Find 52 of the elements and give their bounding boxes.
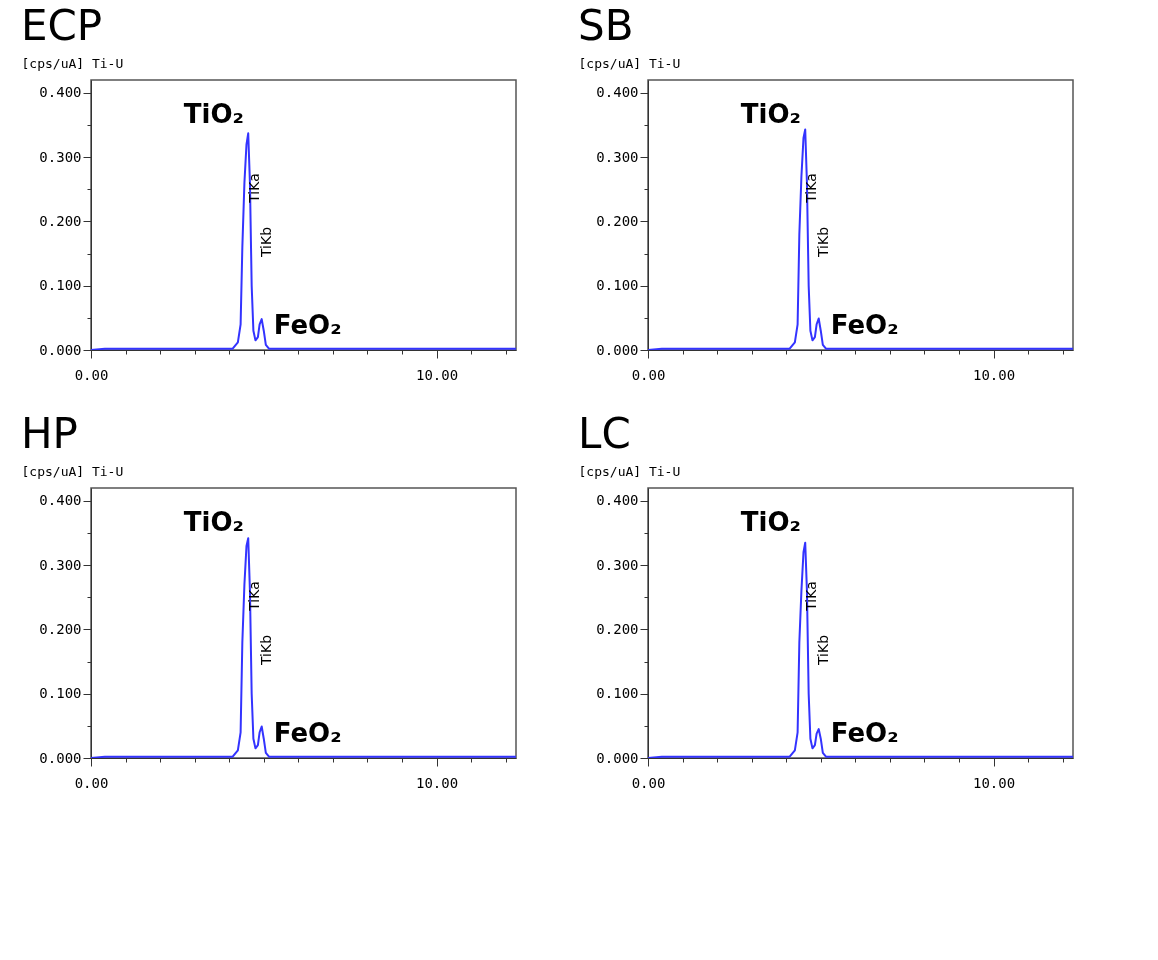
chart-title: LC: [578, 409, 631, 458]
y-tick-label: 0.300: [596, 148, 639, 165]
annotation: FeO₂: [273, 717, 342, 748]
chart-title: ECP: [21, 1, 103, 50]
y-tick-label: 0.000: [596, 749, 639, 766]
x-tick-label: 10.00: [972, 774, 1016, 791]
x-tick-label: 0.00: [74, 774, 109, 791]
annotation: TiKb: [258, 634, 275, 667]
y-tick-label: 0.200: [596, 620, 639, 637]
y-tick-label: 0.000: [596, 341, 639, 358]
annotation: TiO₂: [183, 99, 244, 130]
annotation: FeO₂: [830, 309, 899, 340]
y-axis-title: [cps/uA] Ti-U: [21, 55, 124, 71]
y-tick-label: 0.000: [39, 341, 82, 358]
y-axis-title: [cps/uA] Ti-U: [21, 463, 124, 479]
y-tick-label: 0.300: [39, 148, 82, 165]
annotation: TiO₂: [740, 99, 801, 130]
chart-title: HP: [21, 409, 78, 458]
y-axis-title: [cps/uA] Ti-U: [578, 463, 681, 479]
y-tick-label: 0.100: [596, 277, 639, 294]
x-tick-label: 10.00: [415, 366, 459, 383]
y-axis-title: [cps/uA] Ti-U: [578, 55, 681, 71]
annotation: TiKa: [245, 173, 262, 204]
y-tick-label: 0.100: [596, 685, 639, 702]
x-tick-label: 0.00: [631, 774, 666, 791]
y-tick-label: 0.200: [39, 620, 82, 637]
x-tick-label: 0.00: [74, 366, 109, 383]
annotation: FeO₂: [830, 717, 899, 748]
x-tick-label: 10.00: [415, 774, 459, 791]
y-tick-label: 0.400: [596, 84, 639, 101]
y-tick-label: 0.400: [39, 84, 82, 101]
annotation: FeO₂: [273, 309, 342, 340]
annotation: TiKa: [802, 581, 819, 612]
y-tick-label: 0.300: [596, 556, 639, 573]
x-tick-label: 0.00: [631, 366, 666, 383]
annotation: TiKb: [815, 634, 832, 667]
y-tick-label: 0.300: [39, 556, 82, 573]
y-tick-label: 0.100: [39, 277, 82, 294]
y-tick-label: 0.400: [39, 492, 82, 509]
annotation: TiO₂: [183, 507, 244, 538]
y-tick-label: 0.200: [39, 212, 82, 229]
annotation: TiKa: [802, 173, 819, 204]
x-tick-label: 10.00: [972, 366, 1016, 383]
annotation: TiKb: [258, 226, 275, 259]
annotation: TiO₂: [740, 507, 801, 538]
annotation: TiKa: [245, 581, 262, 612]
y-tick-label: 0.000: [39, 749, 82, 766]
y-tick-label: 0.400: [596, 492, 639, 509]
chart-title: SB: [578, 1, 634, 50]
annotation: TiKb: [815, 226, 832, 259]
y-tick-label: 0.100: [39, 685, 82, 702]
y-tick-label: 0.200: [596, 212, 639, 229]
